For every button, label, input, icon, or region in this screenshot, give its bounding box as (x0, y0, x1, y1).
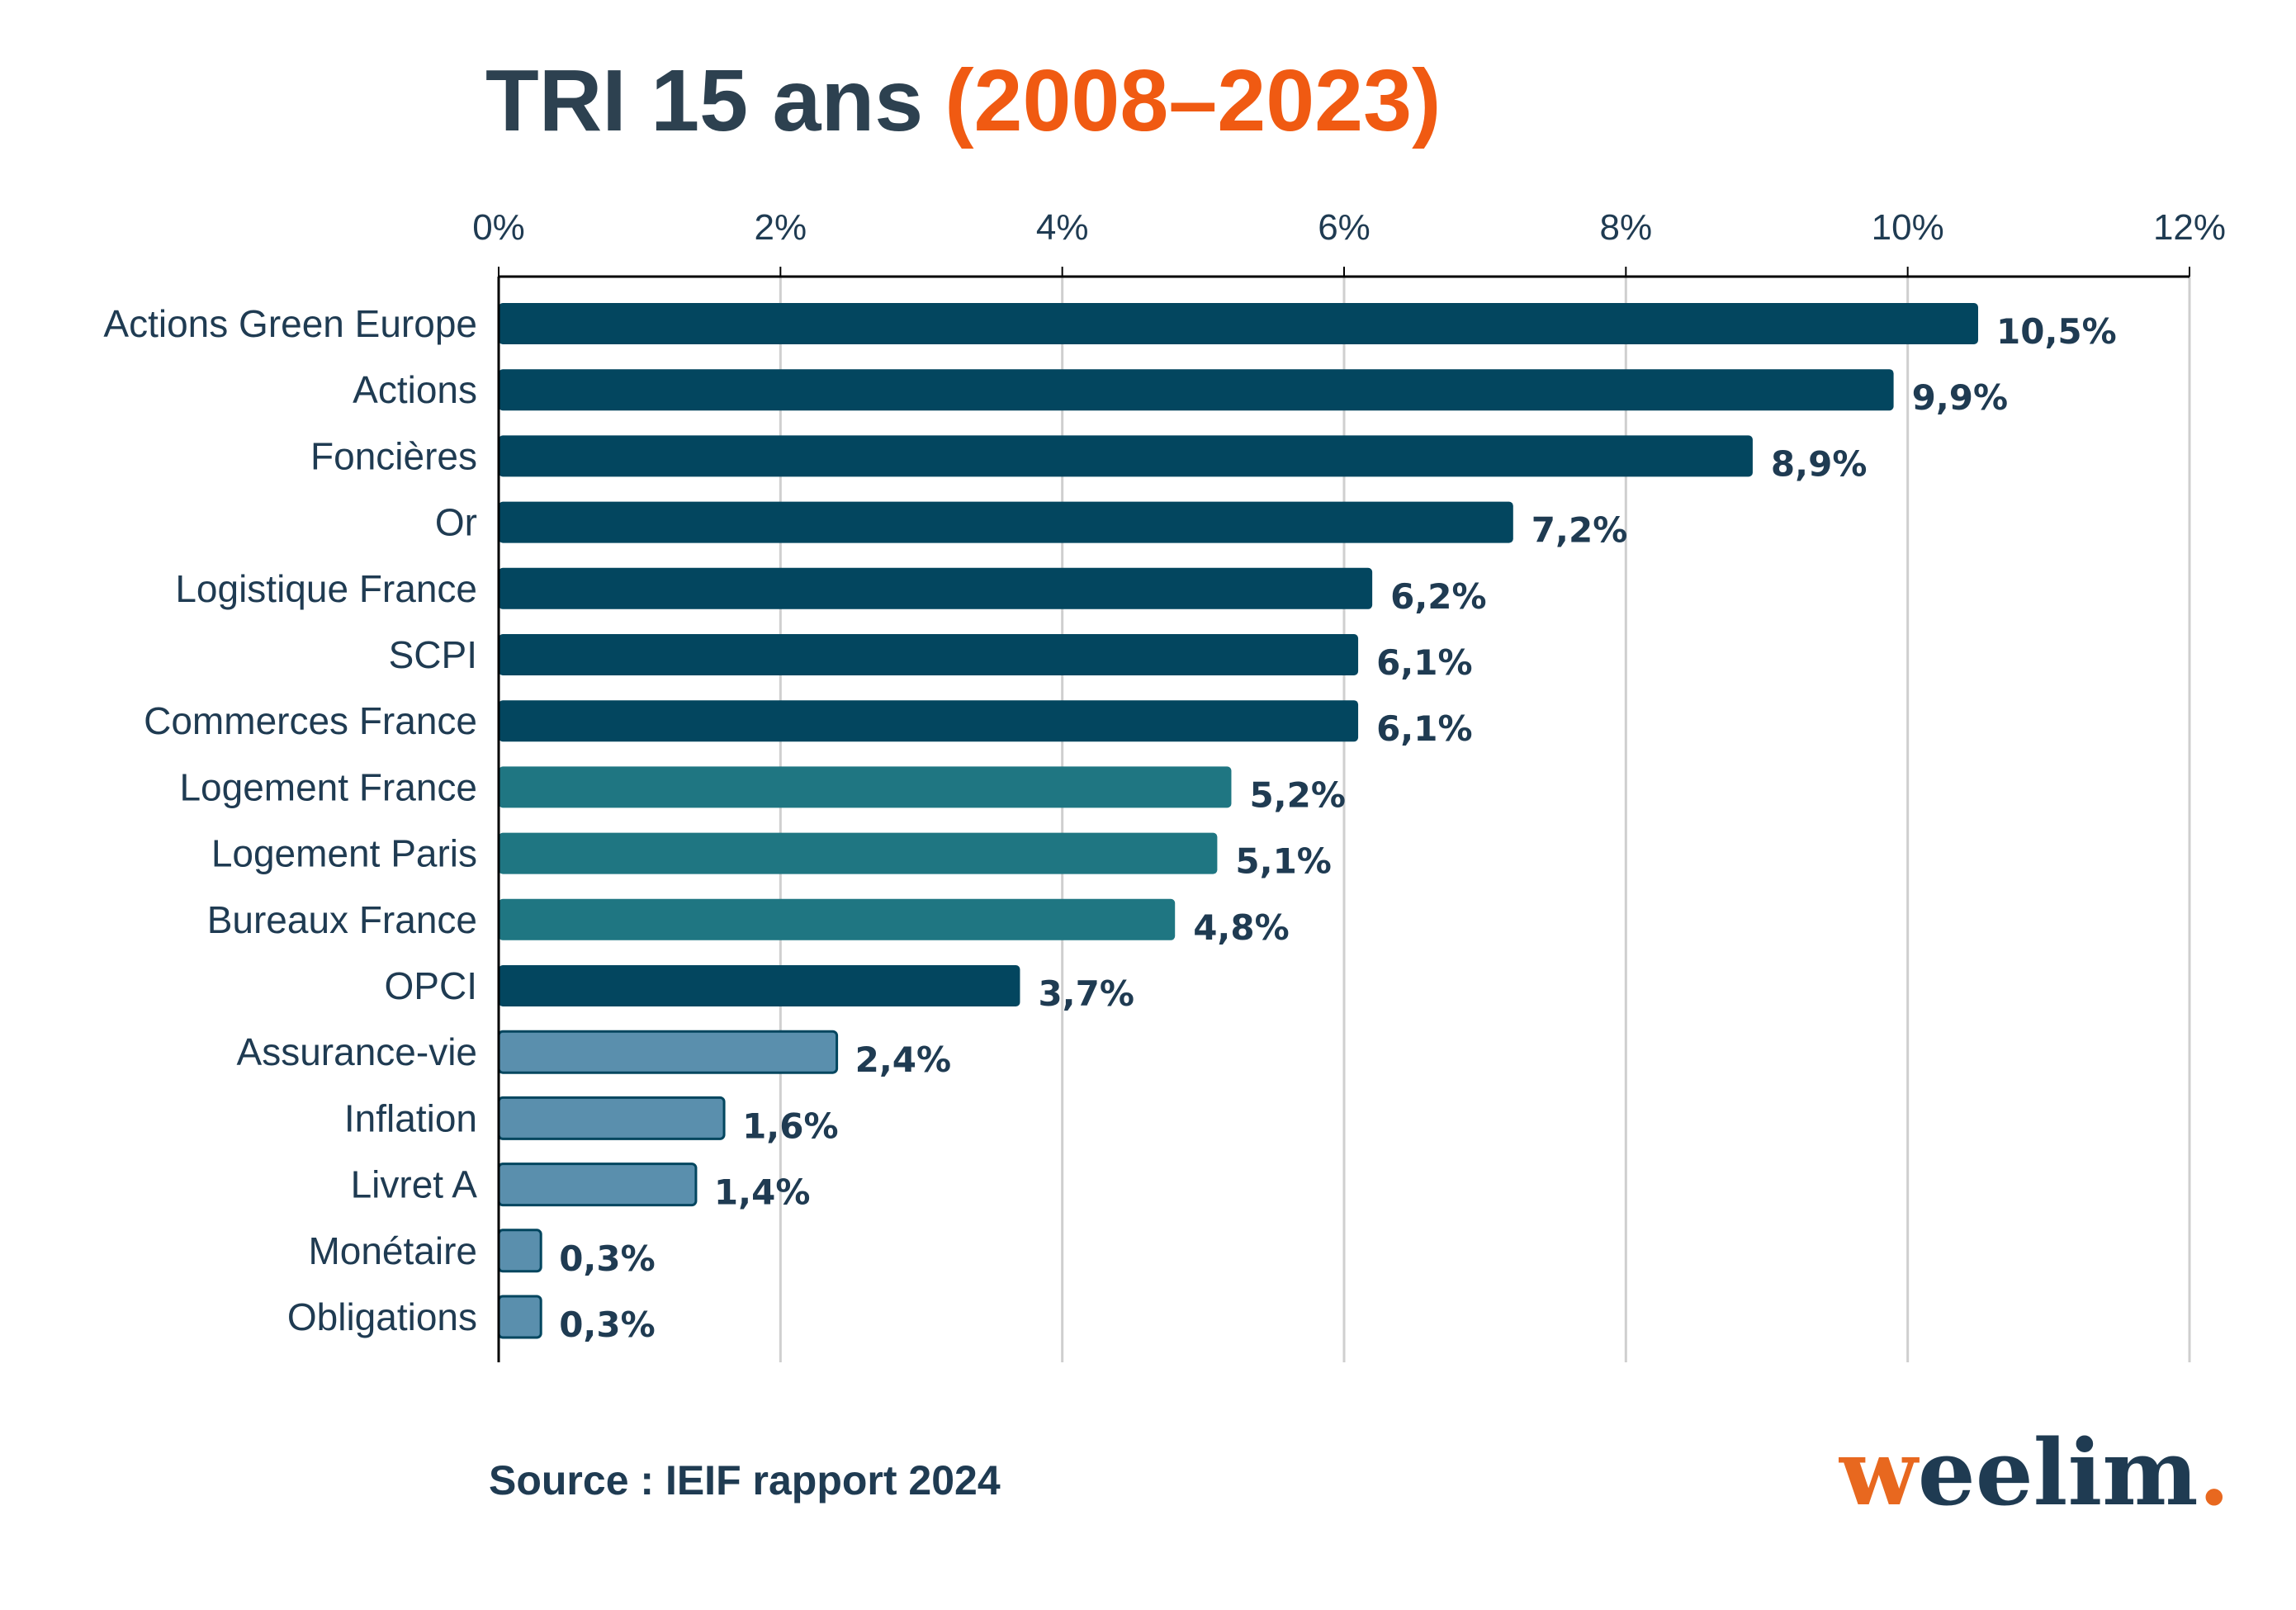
value-label: 0,3% (559, 1238, 655, 1279)
category-label: Commerces France (144, 699, 477, 742)
category-labels: Actions Green Europe Actions Foncières Or Lo… (103, 302, 477, 1338)
category-label: Inflation (344, 1096, 477, 1139)
category-label: Bureaux France (207, 898, 477, 941)
bar (499, 303, 1978, 344)
category-label: Logistique France (175, 567, 477, 610)
bar (499, 832, 1218, 874)
category-label: Assurance-vie (237, 1030, 477, 1073)
bar (497, 1229, 542, 1273)
value-label: 0,3% (559, 1305, 655, 1345)
x-tick-label: 6% (1318, 207, 1370, 248)
category-label: SCPI (389, 633, 477, 676)
category-label: Livret A (351, 1163, 478, 1206)
chart-title: TRI 15 ans (2008–2023) (485, 52, 1441, 149)
bar (497, 1163, 698, 1207)
x-tick-label: 2% (755, 207, 807, 248)
bar (499, 766, 1232, 808)
source-note: Source : IEIF rapport 2024 (489, 1457, 1001, 1503)
bar (499, 965, 1020, 1006)
value-label: 1,6% (742, 1106, 838, 1146)
logo-first-letter: w (1839, 1419, 1920, 1526)
x-axis-ticks: 0% 2% 4% 6% 8% 10% 12% (472, 207, 2226, 277)
bar (497, 1096, 726, 1140)
value-labels: 10,5% 9,9% 8,9% 7,2% 6,2% 6,1% 6,1% 5,2% 5,1% 4,8… (559, 311, 2117, 1345)
value-label: 5,1% (1235, 841, 1331, 882)
category-label: Obligations (287, 1295, 477, 1338)
value-label: 10,5% (1996, 311, 2117, 352)
value-label: 5,2% (1249, 774, 1345, 815)
logo-rest: eelim (1918, 1419, 2199, 1526)
bar (497, 1295, 542, 1339)
title-main: TRI 15 ans (485, 52, 923, 149)
bar (499, 369, 1894, 411)
category-label: Logement France (179, 765, 477, 808)
value-label: 6,2% (1390, 576, 1486, 617)
category-label: Actions (353, 368, 477, 411)
category-label: Monétaire (308, 1229, 477, 1272)
value-label: 8,9% (1771, 443, 1867, 484)
value-label: 1,4% (714, 1172, 810, 1213)
category-label: Actions Green Europe (103, 302, 477, 345)
x-tick-label: 10% (1872, 207, 1944, 248)
x-tick-label: 4% (1036, 207, 1089, 248)
value-label: 2,4% (855, 1039, 951, 1080)
bars (497, 303, 1978, 1339)
value-label: 7,2% (1531, 510, 1627, 551)
weelim-logo: weelim. (1839, 1419, 2230, 1526)
bar (497, 1030, 839, 1074)
value-label: 6,1% (1376, 642, 1472, 683)
bar (499, 898, 1176, 940)
category-label: Foncières (310, 434, 477, 477)
bar (499, 501, 1513, 543)
bar (499, 435, 1753, 477)
value-label: 4,8% (1193, 907, 1289, 948)
bar (499, 567, 1373, 609)
value-label: 9,9% (1912, 377, 2008, 418)
bar (499, 700, 1359, 742)
category-label: OPCI (385, 964, 477, 1007)
value-label: 3,7% (1038, 973, 1134, 1014)
x-tick-label: 8% (1600, 207, 1653, 248)
x-tick-label: 0% (472, 207, 525, 248)
category-label: Logement Paris (211, 832, 477, 875)
logo-dot: . (2199, 1419, 2230, 1526)
x-tick-label: 12% (2153, 207, 2226, 248)
title-years: (2008–2023) (944, 52, 1441, 149)
category-label: Or (435, 501, 477, 544)
bar (499, 634, 1359, 675)
value-label: 6,1% (1376, 708, 1472, 749)
